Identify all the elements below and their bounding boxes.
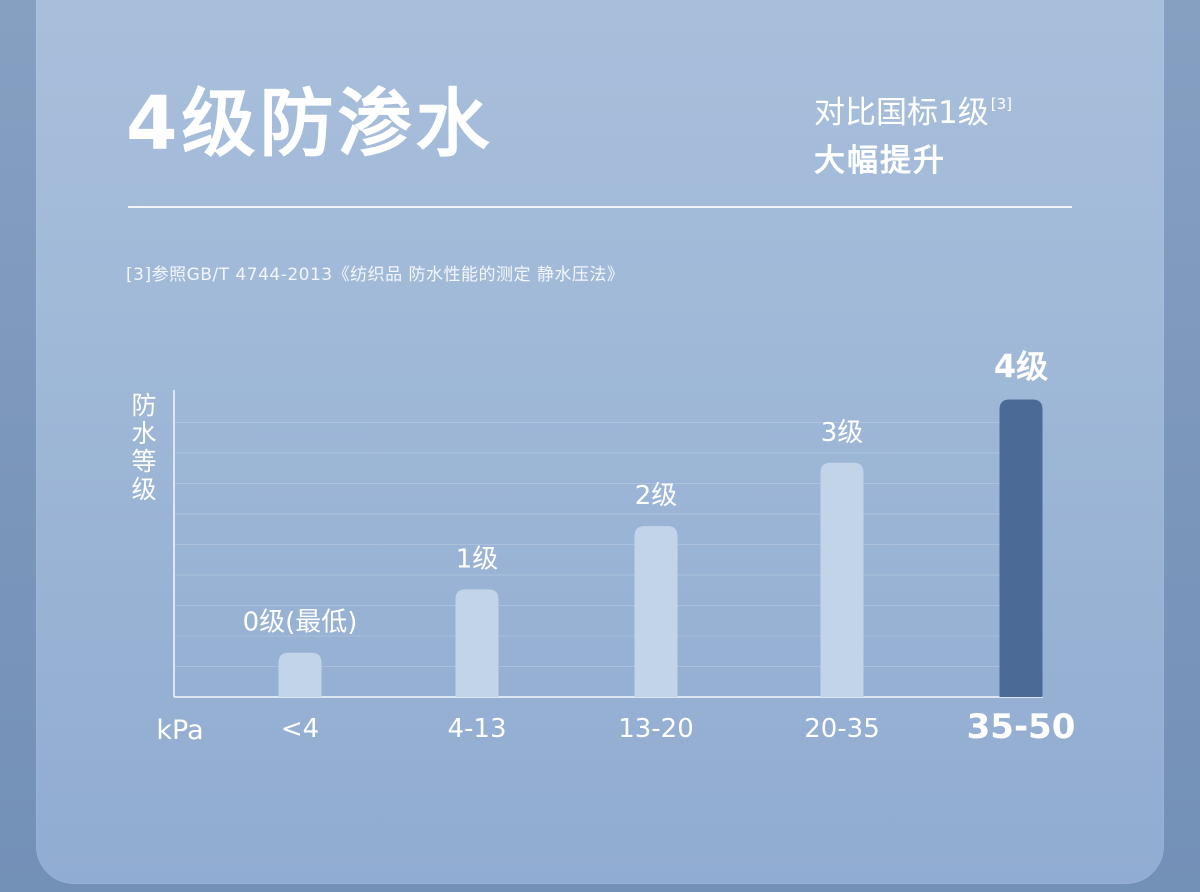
y-axis-label-char: 水 (131, 419, 156, 448)
bar (278, 652, 322, 697)
comparison-text: 对比国标1级 (814, 95, 989, 131)
y-axis-label-char: 等 (131, 447, 156, 476)
chart-bars (278, 399, 1043, 697)
comparison-highlight: 大幅提升 (814, 143, 946, 179)
reference-mark: [3] (990, 95, 1012, 113)
bar (455, 589, 499, 697)
bar-value-label: 2级 (635, 481, 678, 511)
x-tick-label: 4-13 (447, 714, 506, 744)
divider (128, 206, 1072, 208)
x-tick-label: 20-35 (804, 714, 880, 744)
x-axis-unit-label: kPa (156, 715, 203, 746)
y-axis-label-char: 防 (131, 391, 156, 420)
x-tick-label: 13-20 (618, 714, 694, 744)
bar-highlight (999, 399, 1043, 697)
x-tick-label: <4 (281, 714, 319, 744)
bar-value-label: 4级 (994, 347, 1048, 385)
y-axis-label-char: 级 (131, 475, 156, 504)
bar-value-label: 3级 (821, 418, 864, 448)
comparison-note: 对比国标1级 [3] 大幅提升 (814, 84, 1114, 181)
chart-bar-labels: 0级(最低) 1级 2级 3级 4级 (243, 347, 1049, 637)
chart-tick-labels: <4 4-13 13-20 20-35 35-50 (281, 707, 1076, 747)
bar-value-label: 0级(最低) (243, 608, 358, 638)
comparison-line: 对比国标1级 [3] (814, 84, 1114, 133)
chart-grid (174, 422, 1043, 667)
x-tick-label: 35-50 (967, 707, 1076, 747)
bar (634, 526, 678, 697)
footnote: [3]参照GB/T 4744-2013《纺织品 防水性能的测定 静水压法》 (126, 265, 625, 285)
content-panel (36, 0, 1164, 884)
bar (820, 462, 864, 697)
bar-value-label: 1级 (456, 544, 499, 574)
page-title: 4级防渗水 (126, 81, 494, 167)
